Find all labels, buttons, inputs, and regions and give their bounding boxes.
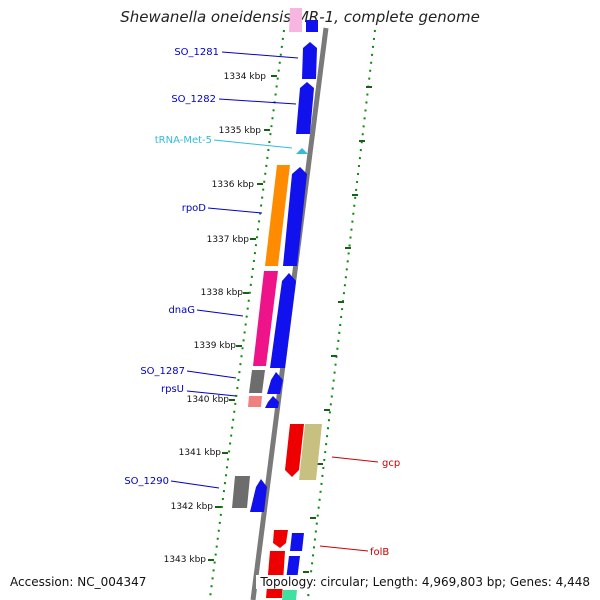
label-connectors: [170, 51, 379, 552]
gene-label-rpsu[interactable]: rpsU: [161, 384, 184, 395]
gene-labels: SO_1281 SO_1282 tRNA-Met-5 rpoD dnaG SO_…: [124, 47, 400, 558]
gene-label-rpod[interactable]: rpoD: [182, 203, 207, 214]
gene-so1287-gray: [249, 370, 265, 393]
right-dotted-guide: [307, 29, 376, 599]
scale-label: 1342 kbp: [171, 502, 214, 512]
gene-so1282: [296, 82, 314, 134]
scale-ticks-right: [303, 86, 372, 573]
gene-so1287: [267, 372, 283, 394]
gene-top-pink: [289, 8, 302, 32]
gene-dnag: [270, 273, 296, 368]
scale-label: 1340 kbp: [187, 395, 230, 405]
gene-label-trna-met-5[interactable]: tRNA-Met-5: [155, 135, 212, 146]
gene-top-blue: [306, 20, 318, 32]
gene-label-folb[interactable]: folB: [370, 547, 389, 558]
gene-gcp-red: [285, 424, 304, 477]
scale-label: 1334 kbp: [224, 72, 267, 82]
gene-folb-fwd-1: [290, 533, 304, 551]
gene-label-so1281[interactable]: SO_1281: [174, 47, 219, 58]
gene-so1290: [250, 479, 267, 512]
scale-labels: 1334 kbp 1335 kbp 1336 kbp 1337 kbp 1338…: [164, 72, 267, 565]
gene-rpod-orange: [265, 165, 290, 266]
scale-label: 1338 kbp: [201, 288, 244, 298]
scale-label: 1341 kbp: [179, 448, 222, 458]
gene-gcp-khaki: [299, 424, 322, 480]
forward-genes: [250, 20, 318, 580]
gene-trna-met: [296, 148, 308, 154]
gene-rpsu: [265, 396, 279, 408]
gene-label-dnag[interactable]: dnaG: [168, 305, 195, 316]
accession-text: Accession: NC_004347: [10, 575, 147, 589]
scale-ticks: [208, 75, 277, 561]
gene-label-so1290[interactable]: SO_1290: [124, 476, 169, 487]
scale-label: 1336 kbp: [212, 180, 255, 190]
gene-folb-fwd-2: [286, 556, 300, 580]
gene-rpod: [283, 167, 307, 266]
left-dotted-guide: [209, 29, 285, 599]
gene-bottom-teal: [282, 590, 297, 600]
gene-label-so1282[interactable]: SO_1282: [171, 94, 216, 105]
gene-so1281: [302, 42, 317, 79]
gene-label-gcp[interactable]: gcp: [382, 458, 400, 469]
scale-label: 1343 kbp: [164, 555, 207, 565]
gene-rpsu-salmon: [248, 396, 262, 407]
scale-label: 1337 kbp: [207, 235, 250, 245]
gene-label-so1287[interactable]: SO_1287: [140, 366, 185, 377]
scale-label: 1339 kbp: [194, 341, 237, 351]
scale-label: 1335 kbp: [219, 126, 262, 136]
genome-summary-text: Topology: circular; Length: 4,969,803 bp…: [256, 575, 590, 589]
gene-dnag-pink: [253, 271, 278, 366]
gene-folb-red-1: [273, 530, 288, 548]
gene-so1290-gray: [232, 476, 250, 508]
